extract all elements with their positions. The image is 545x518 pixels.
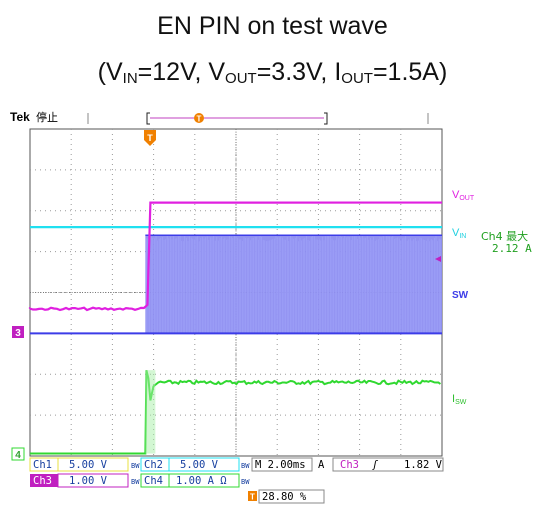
timebase: M 2.00ms [255, 459, 306, 471]
chart-title: EN PIN on test wave [157, 12, 388, 40]
trigger-source: Ch3 [340, 459, 359, 471]
ch2-scale: 5.00 V [180, 459, 219, 471]
brand-label: Tek [10, 110, 30, 124]
ch1-label: Ch1 [33, 459, 52, 471]
svg-text:3: 3 [15, 328, 21, 339]
series-label-sw: SW [452, 290, 469, 301]
measurement-label: Ch4 最大 [481, 229, 528, 243]
series-label-isw: ISW [452, 393, 467, 406]
trigger-level: 1.82 V [404, 459, 443, 471]
ch2-label: Ch2 [144, 459, 163, 471]
ch3-bw-flag: BW [131, 478, 140, 486]
series-label-vout: VOUT [452, 189, 475, 202]
acq-mode: A [318, 459, 325, 471]
svg-text:4: 4 [15, 450, 21, 461]
ch4-label: Ch4 [144, 475, 163, 487]
readout-row-1: Ch1 5.00 V BW Ch2 5.00 V BW M 2.00ms A C… [29, 457, 444, 472]
waveforms [28, 201, 443, 455]
sw-switching-streaks [146, 235, 442, 334]
svg-text:T: T [147, 133, 153, 143]
ch3-label: Ch3 [33, 475, 52, 487]
ch2-bw-flag: BW [241, 462, 250, 470]
ch4-ground-marker: 4 [11, 447, 25, 461]
ch3-scale: 1.00 V [69, 475, 108, 487]
record-trigger-icon: T [194, 113, 204, 124]
ch3-ground-marker: 3 [12, 326, 24, 339]
trigger-position-icon: T [144, 130, 156, 146]
svg-text:T: T [197, 115, 202, 124]
readout-row-2: Ch3 1.00 V BW Ch4 1.00 A Ω BW [30, 473, 250, 488]
isw-trace [30, 369, 441, 455]
trigger-position-readout: T 28.80 % [248, 489, 325, 504]
trigger-slope-icon: ʃ [372, 459, 379, 471]
status-label: 停止 [36, 110, 58, 124]
svg-text:T: T [250, 493, 255, 502]
measurement-value: 2.12 A [492, 242, 532, 255]
svg-text:28.80 %: 28.80 % [262, 491, 307, 503]
record-bracket-right [324, 112, 328, 125]
record-bracket-left [146, 112, 150, 125]
series-label-vin: VIN [452, 227, 466, 240]
isw-startup-haze [145, 370, 156, 454]
ch4-bw-flag: BW [241, 478, 250, 486]
ch1-scale: 5.00 V [69, 459, 108, 471]
ch3-trigger-level-marker [435, 256, 441, 262]
vout-trace [28, 201, 443, 312]
ch4-scale: 1.00 A Ω [176, 475, 227, 487]
chart-subtitle: (VIN=12V, VOUT=3.3V, IOUT=1.5A) [97, 58, 448, 87]
ch1-bw-flag: BW [131, 462, 140, 470]
